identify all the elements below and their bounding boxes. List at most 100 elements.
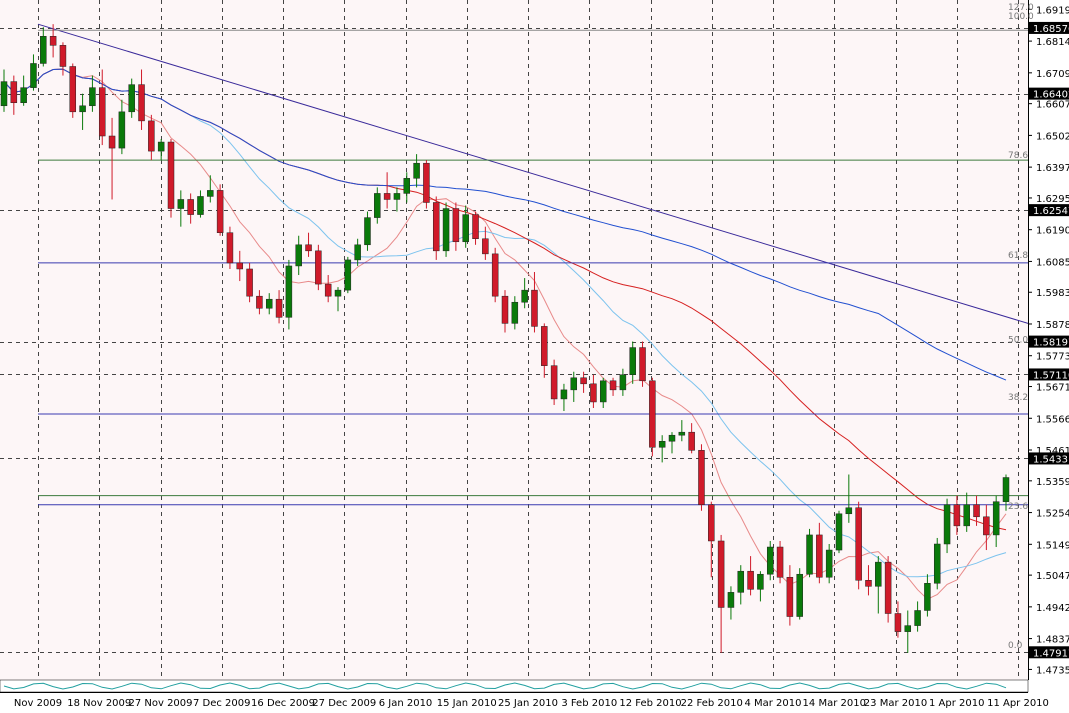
candle-body <box>590 383 597 403</box>
fib-label: 78.6 <box>1008 151 1028 161</box>
price-label-box <box>1029 21 1069 34</box>
candle-body <box>30 63 37 88</box>
y-tick-label: 1.5773 <box>1036 352 1069 363</box>
y-tick-label: 1.5671 <box>1036 383 1069 394</box>
candle-body <box>482 238 489 255</box>
y-tick-label: 1.5983 <box>1036 288 1069 299</box>
candle-body <box>216 190 224 233</box>
candle-body <box>20 87 27 104</box>
candle-body <box>629 347 636 376</box>
candle-body <box>1002 477 1010 502</box>
candle-body <box>816 534 823 578</box>
candle-body <box>413 162 420 179</box>
x-tick-label: 4 Mar 2010 <box>744 698 801 709</box>
candle-body <box>717 540 725 608</box>
candle-body <box>845 507 853 515</box>
y-tick-label: 1.5149 <box>1036 540 1069 551</box>
candle-body <box>462 214 469 243</box>
price-label-box <box>1029 335 1069 348</box>
candle-body <box>393 193 401 200</box>
x-tick-label: 18 Nov 2009 <box>67 698 131 709</box>
candle-body <box>855 507 862 581</box>
candle-body <box>79 105 86 113</box>
candle-body <box>285 265 293 318</box>
price-label: 1.68576 <box>1033 24 1069 35</box>
fib-label: 100.0 <box>1008 12 1034 22</box>
candle-body <box>128 84 135 113</box>
oscillator-panel <box>0 679 1029 693</box>
candle-body <box>98 87 106 137</box>
candle-body <box>835 513 843 551</box>
price-label: 1.66402 <box>1033 90 1069 101</box>
candle-body <box>992 501 1000 536</box>
candle-body <box>354 244 361 261</box>
y-tick-label: 1.6814 <box>1036 37 1069 48</box>
y-tick-label: 1.6295 <box>1036 194 1069 205</box>
candle-body <box>766 546 774 575</box>
x-tick-label: 15 Jan 2010 <box>437 698 497 709</box>
candle-body <box>275 298 283 318</box>
candle-body <box>737 570 745 593</box>
fib-label: 0.0 <box>1008 641 1023 651</box>
candle-body <box>472 214 479 240</box>
x-tick-label: 27 Nov 2009 <box>128 698 192 709</box>
y-tick-label: 1.5566 <box>1036 414 1069 425</box>
x-tick-label: 11 Apr 2010 <box>987 698 1049 709</box>
candle-body <box>265 298 273 309</box>
candle-body <box>69 66 77 113</box>
candle-body <box>442 208 450 252</box>
candle-body <box>0 81 8 107</box>
candle-body <box>668 434 676 442</box>
candle-body <box>118 111 126 149</box>
candle-body <box>521 289 528 303</box>
candle-body <box>924 583 931 611</box>
x-tick-label: 22 Feb 2010 <box>681 698 743 709</box>
y-tick-label: 1.6085 <box>1036 257 1069 268</box>
y-tick-label: 1.5254 <box>1036 509 1069 520</box>
price-label: 1.57110 <box>1033 370 1069 381</box>
candle-body <box>825 549 833 578</box>
candle-body <box>148 120 155 152</box>
candle-body <box>334 289 342 297</box>
candle-body <box>403 178 411 194</box>
candle-body <box>295 244 302 267</box>
price-label-box <box>1029 87 1069 100</box>
x-tick-label: 7 Dec 2009 <box>193 698 251 709</box>
candle-body <box>452 208 460 243</box>
fib-label: 23.6 <box>1008 502 1028 512</box>
candle-body <box>727 592 735 608</box>
fib-label: 38.2 <box>1008 393 1028 403</box>
candle-body <box>511 301 519 324</box>
y-tick-label: 1.4942 <box>1036 603 1069 614</box>
x-tick-label: 6 Jan 2010 <box>379 698 433 709</box>
y-tick-label: 1.6190 <box>1036 226 1069 237</box>
candle-body <box>324 283 332 297</box>
candle-body <box>423 162 430 203</box>
candle-body <box>256 295 263 309</box>
candle-body <box>89 87 96 107</box>
y-tick-label: 1.5047 <box>1036 571 1069 582</box>
candle-body <box>364 217 371 246</box>
candle-body <box>570 377 578 391</box>
candle-body <box>550 365 558 400</box>
y-tick-label: 1.4837 <box>1036 635 1069 646</box>
candle-body <box>875 561 882 587</box>
candle-body <box>708 504 715 542</box>
x-tick-label: 25 Jan 2010 <box>498 698 558 709</box>
y-tick-label: 1.6502 <box>1036 131 1069 142</box>
candle-body <box>983 516 990 536</box>
ma-fast-line <box>3 68 1007 600</box>
x-tick-label: 27 Dec 2009 <box>312 698 376 709</box>
candle-body <box>619 374 627 391</box>
candle-body <box>59 45 67 67</box>
candle-body <box>207 190 214 197</box>
candle-body <box>501 295 509 324</box>
plot-area <box>0 0 1028 680</box>
y-tick-label: 1.4735 <box>1036 665 1069 676</box>
candle-body <box>374 193 381 218</box>
y-tick-label: 1.6607 <box>1036 100 1069 111</box>
x-tick-label: 16 Dec 2009 <box>251 698 315 709</box>
candle-body <box>236 262 244 270</box>
